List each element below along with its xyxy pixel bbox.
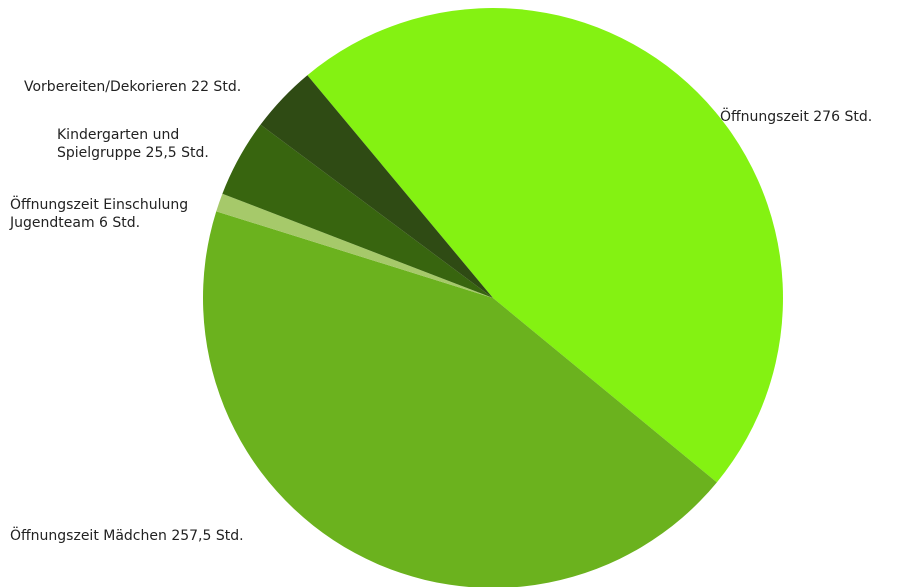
slice-label: Vorbereiten/Dekorieren 22 Std. (24, 78, 284, 96)
value-label: 22 Std. (191, 79, 242, 95)
pie-slice (260, 75, 493, 298)
category-label: Vorbereiten/Dekorieren (24, 79, 187, 95)
category-label: Öffnungszeit Einschulung Jugendteam (10, 197, 189, 231)
value-label: 257,5 Std. (171, 528, 244, 544)
value-label: 6 Std. (99, 215, 141, 231)
pie-slice (307, 7, 784, 483)
pie-slice (216, 193, 493, 298)
slice-label: Öffnungszeit Einschulung Jugendteam 6 St… (10, 196, 225, 232)
pie-slice (203, 211, 717, 587)
slice-label: Kindergarten und Spielgruppe 25,5 Std. (57, 126, 242, 162)
slice-label: Öffnungszeit Mädchen 257,5 Std. (10, 527, 330, 545)
slice-label: Öffnungszeit 276 Std. (720, 108, 910, 126)
value-label: 276 Std. (813, 109, 873, 125)
category-label: Öffnungszeit (720, 109, 809, 125)
pie-slice (222, 124, 493, 299)
category-label: Öffnungszeit Mädchen (10, 528, 167, 544)
value-label: 25,5 Std. (145, 145, 209, 161)
category-label: Kindergarten und Spielgruppe (57, 127, 180, 161)
